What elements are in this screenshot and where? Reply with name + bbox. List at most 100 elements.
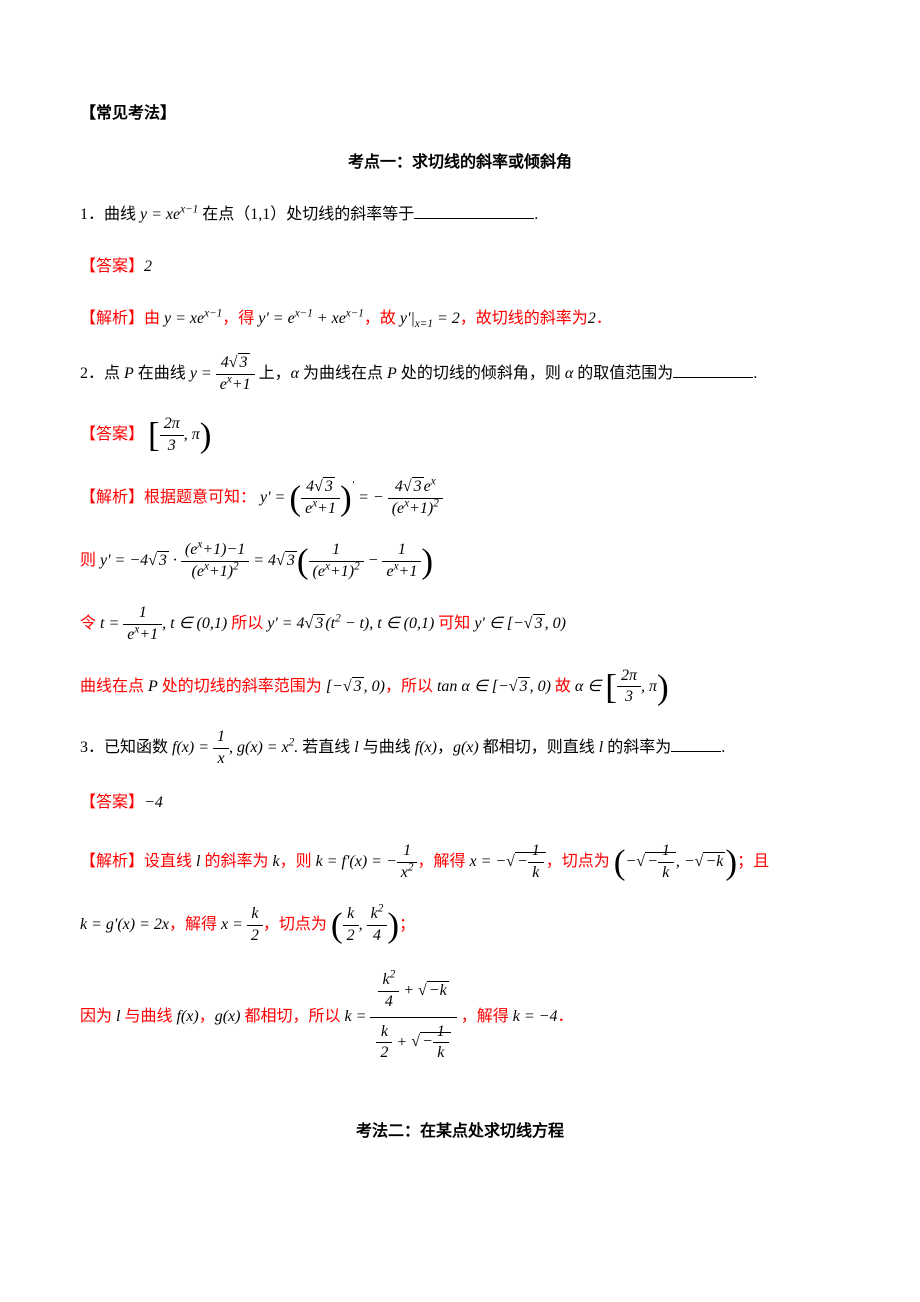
s2-l4-t2: 处的切线的斜率范围为 [158, 678, 322, 695]
s3-t5: ，切点为 [546, 853, 610, 870]
s2-l4-r1: [−3, 0) [326, 678, 385, 695]
s3-k: k [273, 853, 280, 870]
s2-l3-so: 所以 [231, 615, 267, 632]
s3-l2-t1: ，解得 [169, 916, 221, 933]
q2-t1: 在曲线 [134, 365, 190, 382]
a2-label: 【答案】 [80, 426, 144, 443]
q3-blank [671, 735, 721, 752]
s3-l3-t4: ，解得 [461, 1008, 513, 1025]
s1-t5: ． [596, 310, 612, 327]
q2-alpha2: α [565, 365, 573, 382]
q2-alpha: α [291, 365, 299, 382]
q2-expr: y = 43ex+1 [190, 365, 255, 382]
s2-l3-y: y' = 43(t2 − t), t ∈ (0,1) [267, 615, 434, 632]
q2-prefix: 2．点 [80, 365, 124, 382]
a1-label: 【答案】 [80, 258, 144, 275]
s2-line3: 令 t = 1ex+1, t ∈ (0,1) 所以 y' = 43(t2 − t… [80, 602, 840, 647]
q2-t2: 上， [259, 365, 291, 382]
a2: 【答案】 [2π3, π) [80, 413, 840, 458]
a1: 【答案】2 [80, 248, 840, 286]
s2-l3-know: 可知 [438, 615, 474, 632]
s1-e3: y'|x=1 = 2 [400, 310, 460, 327]
s2-l4-t4: 故 [551, 678, 575, 695]
s1-t4: ，故切线的斜率为 [460, 310, 588, 327]
s2-l4-t1: 曲线在点 [80, 678, 148, 695]
s2-l3-pre: 令 [80, 615, 100, 632]
s3-line1: 【解析】设直线 l 的斜率为 k，则 k = f'(x) = −1x2，解得 x… [80, 840, 840, 885]
s2-l3-t: t = 1ex+1, t ∈ (0,1) [100, 615, 227, 632]
q3-t4: 的斜率为 [603, 739, 671, 756]
s1-e2: y' = ex−1 + xex−1 [258, 310, 364, 327]
q2-t4: 处的切线的倾斜角，则 [397, 365, 565, 382]
q1-suffix: . [534, 206, 538, 223]
s3-l3-t3: 都相切，所以 [244, 1008, 344, 1025]
s2-l4-alpha: α ∈ [2π3, π) [575, 678, 669, 695]
s1: 【解析】由 y = xex−1，得 y' = ex−1 + xex−1，故 y'… [80, 300, 840, 338]
q3-t3: 都相切，则直线 [483, 739, 599, 756]
topic-2-title: 考法二：在某点处求切线方程 [80, 1118, 840, 1147]
q2-t3: 为曲线在点 [299, 365, 387, 382]
s1-label: 【解析】 [80, 310, 144, 327]
a3: 【答案】−4 [80, 784, 840, 822]
s3-l2-e1: k = g'(x) = 2x [80, 916, 169, 933]
s3-e1: k = f'(x) = −1x2 [316, 853, 418, 870]
s1-t2: ，得 [222, 310, 258, 327]
a1-value: 2 [144, 258, 152, 275]
q2-t5: 的取值范围为 [573, 365, 673, 382]
s2-line1: 【解析】根据题意可知： y' = (43ex+1)′ = − 43ex(ex+1… [80, 476, 840, 521]
s2-label: 【解析】 [80, 489, 144, 506]
q2: 2．点 P 在曲线 y = 43ex+1 上，α 为曲线在点 P 处的切线的倾斜… [80, 353, 840, 396]
q1: 1．曲线 y = xex−1 在点（1,1）处切线的斜率等于. [80, 196, 840, 234]
s2-l1: y' = (43ex+1)′ = − 43ex(ex+1)2 [260, 489, 443, 506]
s3-t6: ；且 [737, 853, 769, 870]
s1-e1: y = xex−1 [164, 310, 222, 327]
s1-t3: ，故 [364, 310, 400, 327]
s3-l3-ans: k = −4 [513, 1008, 558, 1025]
s3-line3: 因为 l 与曲线 f(x)，g(x) 都相切，所以 k = k24 + −kk2… [80, 966, 840, 1068]
s3-l3-t2: 与曲线 [120, 1008, 176, 1025]
s3-t1: 设直线 [144, 853, 196, 870]
q3-t1: 若直线 [302, 739, 354, 756]
s3-l2-t3: ； [399, 916, 415, 933]
q3-gx: g(x) [453, 739, 479, 756]
s2-l3-yr: y' ∈ [−3, 0) [474, 615, 566, 632]
q1-mid: 在点（1,1）处切线的斜率等于 [202, 206, 414, 223]
s2-line2: 则 y' = −43 · (ex+1)−1(ex+1)2 = 43(1(ex+1… [80, 539, 840, 584]
a3-value: −4 [144, 794, 163, 811]
s3-l3-g: g(x) [215, 1008, 241, 1025]
s2-l2-pre: 则 [80, 552, 100, 569]
s2-t1: 根据题意可知： [144, 489, 256, 506]
s3-l2-t2: ，切点为 [263, 916, 327, 933]
topic-1-title: 考点一：求切线的斜率或倾斜角 [80, 149, 840, 178]
s2-l4-p: P [148, 678, 158, 695]
s2-l4-t3: ，所以 [385, 678, 437, 695]
q2-suffix: . [753, 365, 757, 382]
s2-l2: y' = −43 · (ex+1)−1(ex+1)2 = 43(1(ex+1)2… [100, 552, 433, 569]
q1-blank [414, 202, 534, 219]
s3-l3-f: f(x) [176, 1008, 198, 1025]
q3-prefix: 3．已知函数 [80, 739, 172, 756]
s3-t3: ，则 [280, 853, 316, 870]
q3: 3．已知函数 f(x) = 1x, g(x) = x2. 若直线 l 与曲线 f… [80, 727, 840, 770]
q3-t2: 与曲线 [359, 739, 415, 756]
s3-l3-t1: 因为 [80, 1008, 116, 1025]
s3-e2: x = −−1k [469, 853, 545, 870]
s1-t1: 由 [144, 310, 164, 327]
s3-t4: ，解得 [417, 853, 469, 870]
s3-l2-pt: (k2, k24) [331, 916, 399, 933]
s3-l2-e2: x = k2 [221, 916, 263, 933]
s2-line4: 曲线在点 P 处的切线的斜率范围为 [−3, 0)，所以 tan α ∈ [−3… [80, 665, 840, 710]
s3-l3-k: k = k24 + −kk2 + −1k [344, 1008, 456, 1025]
a2-value: [2π3, π) [148, 426, 211, 443]
q3-fx: f(x) [415, 739, 437, 756]
s3-line2: k = g'(x) = 2x，解得 x = k2，切点为 (k2, k24)； [80, 903, 840, 948]
q3-f: f(x) = 1x, g(x) = x2. [172, 739, 298, 756]
q2-p2: P [387, 365, 397, 382]
q1-expr: y = xex−1 [140, 206, 198, 223]
q2-blank [673, 361, 753, 378]
s1-e4: 2 [588, 310, 596, 327]
s3-t2: 的斜率为 [200, 853, 272, 870]
s3-l3-t5: ． [557, 1008, 573, 1025]
s2-l4-tan: tan α ∈ [−3, 0) [437, 678, 551, 695]
q2-p: P [124, 365, 134, 382]
